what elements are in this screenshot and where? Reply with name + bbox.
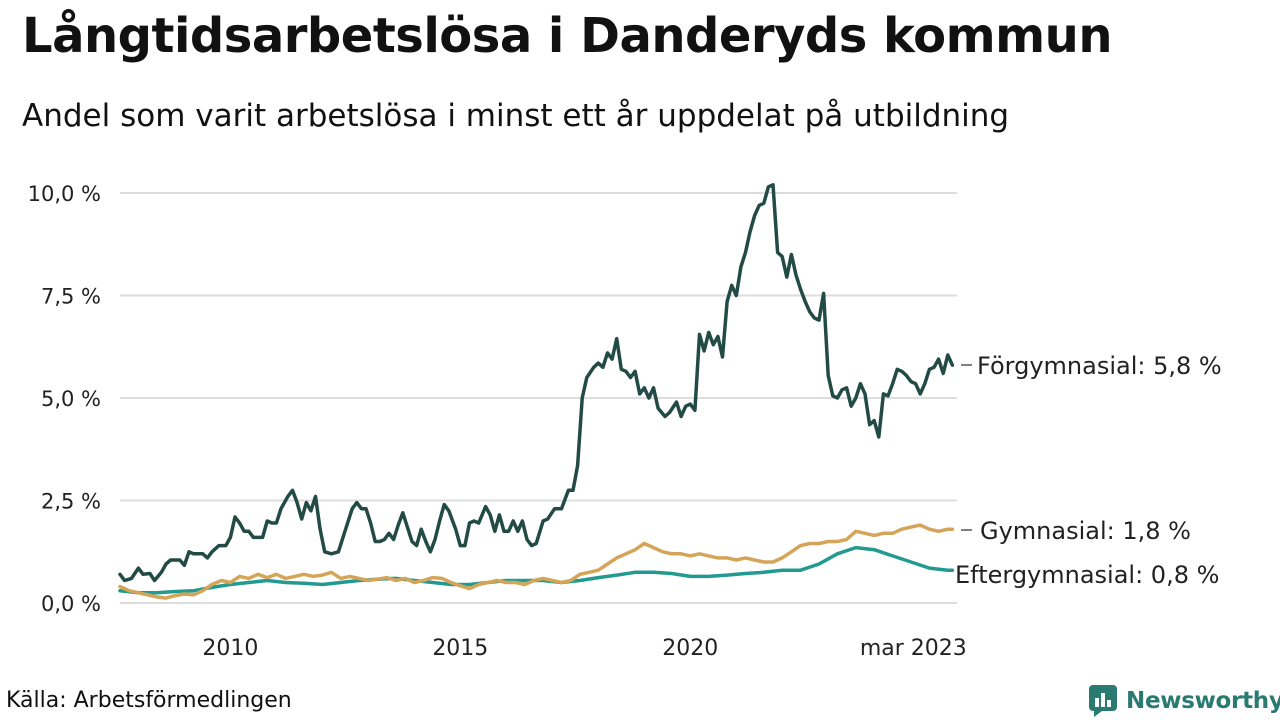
end-labels: Förgymnasial: 5,8 % Gymnasial: 1,8 % Efter…	[955, 352, 1222, 589]
y-tick-label-3: 7,5 %	[41, 285, 101, 309]
x-axis-ticks: 2010 2015 2020 mar 2023	[202, 636, 966, 661]
end-label-förgymnasial: Förgymnasial: 5,8 %	[977, 352, 1222, 380]
series-line-gymnasial	[118, 523, 955, 600]
series-line-förgymnasial	[118, 183, 955, 583]
end-label-eftergymnasial: Eftergymnasial: 0,8 %	[955, 561, 1219, 589]
series-line-eftergymnasial	[118, 545, 955, 595]
source-note: Källa: Arbetsförmedlingen	[6, 688, 292, 713]
newsworthy-logo-icon	[1089, 685, 1117, 717]
end-label-gymnasial: Gymnasial: 1,8 %	[980, 517, 1191, 545]
y-tick-label-4: 10,0 %	[28, 182, 101, 206]
x-tick-label-3: mar 2023	[860, 636, 967, 661]
y-tick-label-2: 5,0 %	[41, 387, 101, 411]
y-axis-ticks: 0,0 % 2,5 % 5,0 % 7,5 % 10,0 %	[28, 182, 101, 616]
series-lines	[118, 183, 955, 600]
newsworthy-logo: Newsworthy	[1088, 684, 1280, 718]
newsworthy-logo-text: Newsworthy	[1126, 688, 1280, 714]
x-tick-label-1: 2015	[432, 636, 488, 661]
x-tick-label-0: 2010	[202, 636, 258, 661]
x-tick-label-2: 2020	[662, 636, 718, 661]
y-tick-label-1: 2,5 %	[41, 490, 101, 514]
gridlines	[120, 192, 957, 604]
chart-title: Långtidsarbetslösa i Danderyds kommun	[22, 8, 1113, 64]
chart-subtitle: Andel som varit arbetslösa i minst ett å…	[22, 98, 1010, 134]
y-tick-label-0: 0,0 %	[41, 592, 101, 616]
